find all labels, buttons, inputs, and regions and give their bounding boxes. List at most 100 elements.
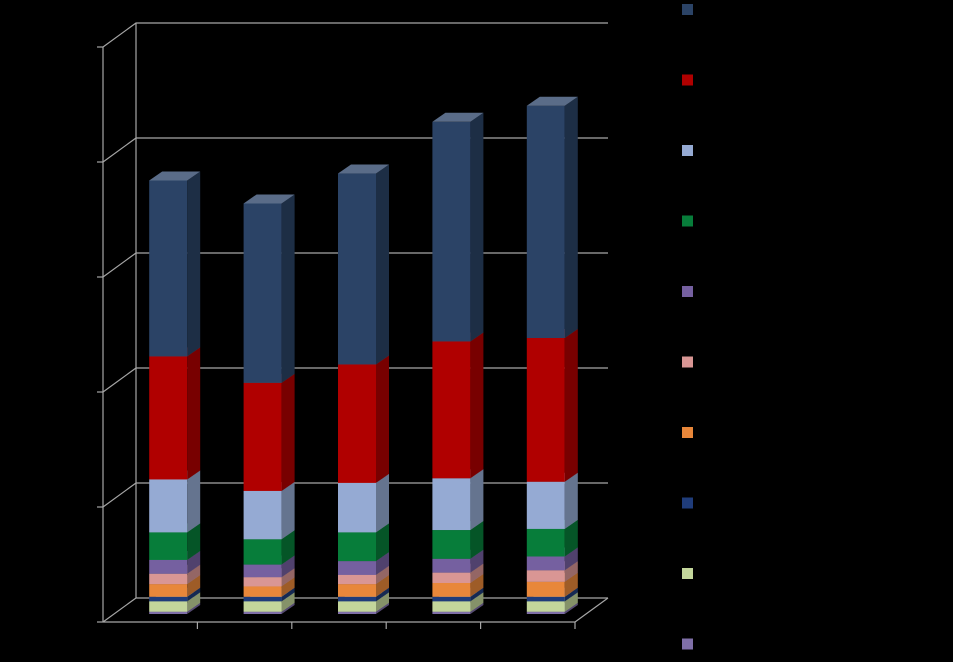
bar-side (281, 587, 295, 602)
bar-segment (149, 171, 201, 357)
bar-front (526, 105, 565, 338)
bar-segment (432, 332, 484, 479)
bar-segment (526, 329, 578, 482)
legend-marker (682, 4, 693, 15)
bar-side (187, 575, 201, 597)
bar-front (526, 601, 565, 612)
bar-side (564, 587, 578, 602)
bar-side (281, 373, 295, 491)
bar-front (432, 572, 471, 583)
legend-marker (682, 497, 693, 509)
bar-side (564, 602, 578, 614)
legend (682, 4, 693, 650)
bar-side (470, 573, 484, 597)
bar-front (243, 577, 282, 587)
bar-front (432, 596, 471, 602)
bar-front (243, 586, 282, 597)
bar-front (526, 581, 565, 597)
bar-side (376, 575, 389, 597)
bar-side (470, 592, 484, 612)
bar-front (432, 530, 471, 559)
bar-front (243, 382, 282, 491)
bar-side (376, 592, 389, 612)
bar-front (338, 561, 376, 575)
bar-front (526, 556, 565, 571)
bar-front (243, 596, 282, 602)
bar-front (526, 570, 565, 582)
bar-side (187, 592, 201, 612)
bar-side (187, 564, 201, 585)
bar-front (432, 478, 471, 531)
bar-segment (243, 373, 295, 491)
bar-top (243, 194, 295, 204)
bar-front (526, 528, 565, 557)
bar-front (149, 559, 188, 574)
bar-segment (149, 470, 201, 533)
bar-side (376, 552, 389, 575)
bar-side (187, 587, 201, 602)
bar-front (149, 573, 188, 585)
bar-top (338, 164, 389, 174)
bar-segment (243, 194, 295, 383)
bar-segment (432, 112, 484, 342)
bar-side (187, 171, 201, 357)
bar-side (470, 332, 484, 479)
bar-front (432, 611, 471, 614)
bar-front (338, 601, 376, 612)
legend-marker (682, 568, 693, 579)
bar-segment (432, 469, 484, 531)
bar-side (564, 329, 578, 482)
bar-front (338, 482, 376, 533)
bar-side (564, 96, 578, 338)
bar-front (149, 532, 188, 560)
bar-front (526, 338, 565, 482)
bar-segment (149, 347, 201, 480)
bar-side (281, 602, 295, 614)
bar-side (564, 592, 578, 612)
bar-side (376, 523, 389, 562)
bars (149, 96, 578, 614)
bar-side (281, 194, 295, 383)
bar-side (187, 523, 201, 560)
bar-front (149, 601, 188, 612)
bar-front (149, 479, 188, 533)
legend-marker (682, 427, 693, 438)
gridline (102, 22, 608, 48)
bar-front (338, 611, 376, 614)
bar-side (564, 472, 578, 529)
bar-front (338, 584, 376, 597)
bar-side (564, 561, 578, 582)
bar-front (149, 584, 188, 597)
bar-side (564, 519, 578, 557)
bar-side (470, 469, 484, 531)
bar-front (243, 203, 282, 383)
bar-front (243, 539, 282, 565)
bar-side (470, 602, 484, 614)
bar-front (432, 601, 471, 612)
legend-marker (682, 286, 693, 297)
bar-side (564, 547, 578, 571)
bar-segment (338, 355, 389, 483)
bar-side (281, 481, 295, 540)
bar-side (470, 112, 484, 342)
bar-front (526, 481, 565, 529)
bar-front (432, 582, 471, 597)
bar-side (281, 592, 295, 612)
bar-side (187, 470, 201, 533)
bar-side (187, 602, 201, 614)
bar-front (149, 611, 188, 614)
bar-side (281, 568, 295, 587)
bar-side (281, 577, 295, 597)
bar-side (187, 347, 201, 480)
bar-front (243, 611, 282, 614)
bar-side (376, 473, 389, 533)
bar-side (376, 164, 389, 365)
gridlines (97, 22, 609, 629)
bar-top (149, 171, 201, 181)
legend-marker (682, 215, 693, 227)
bar-side (564, 572, 578, 597)
legend-marker (682, 356, 693, 368)
bar-top (432, 112, 484, 122)
